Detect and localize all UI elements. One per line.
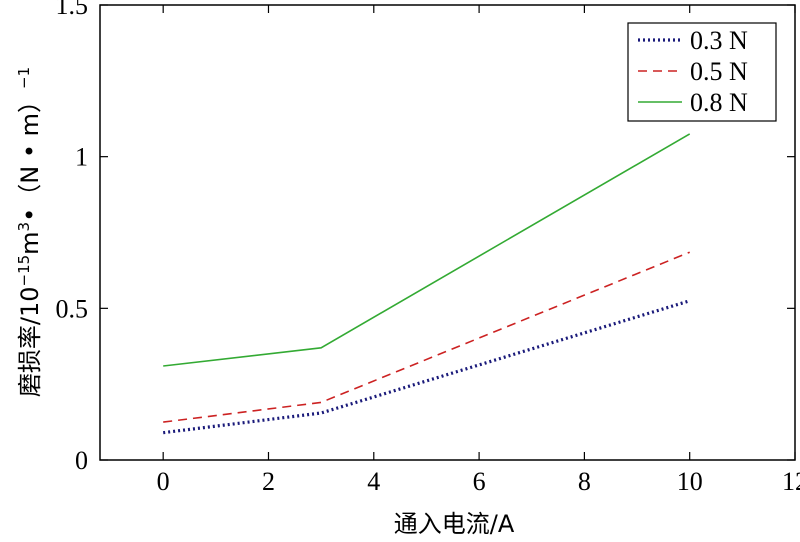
series-line-2 <box>163 252 690 422</box>
legend-label: 0.5 N <box>690 57 748 86</box>
y-axis-title-exp1: −15 <box>15 255 33 287</box>
x-axis-title: 通入电流/A <box>394 510 515 538</box>
y-tick-label: 1 <box>75 143 88 172</box>
legend: 0.3 N0.5 N0.8 N <box>628 23 776 121</box>
x-tick-label: 0 <box>157 467 170 496</box>
y-axis-title-suffix: •（N • m） <box>16 89 44 222</box>
y-axis-title-exp3: −1 <box>15 67 33 89</box>
x-tick-label: 4 <box>367 467 380 496</box>
x-tick-label: 6 <box>473 467 486 496</box>
x-tick-label: 12 <box>782 467 800 496</box>
y-axis-title-mid: m <box>16 231 44 254</box>
legend-label: 0.8 N <box>690 88 748 117</box>
y-tick-label: 0 <box>75 446 88 475</box>
x-tick-label: 10 <box>677 467 703 496</box>
y-tick-label: 0.5 <box>56 294 89 323</box>
legend-label: 0.3 N <box>690 26 748 55</box>
series-lines <box>163 134 690 433</box>
x-tick-label: 2 <box>262 467 275 496</box>
y-tick-label: 1.5 <box>56 0 89 20</box>
y-axis-title: 磨损率/10−15m3•（N • m）−1 <box>15 67 44 397</box>
x-tick-label: 8 <box>578 467 591 496</box>
y-axis-title-exp2: 3 <box>15 222 33 232</box>
series-line-3 <box>163 134 690 366</box>
y-axis-title-prefix: 磨损率/10 <box>16 287 44 398</box>
